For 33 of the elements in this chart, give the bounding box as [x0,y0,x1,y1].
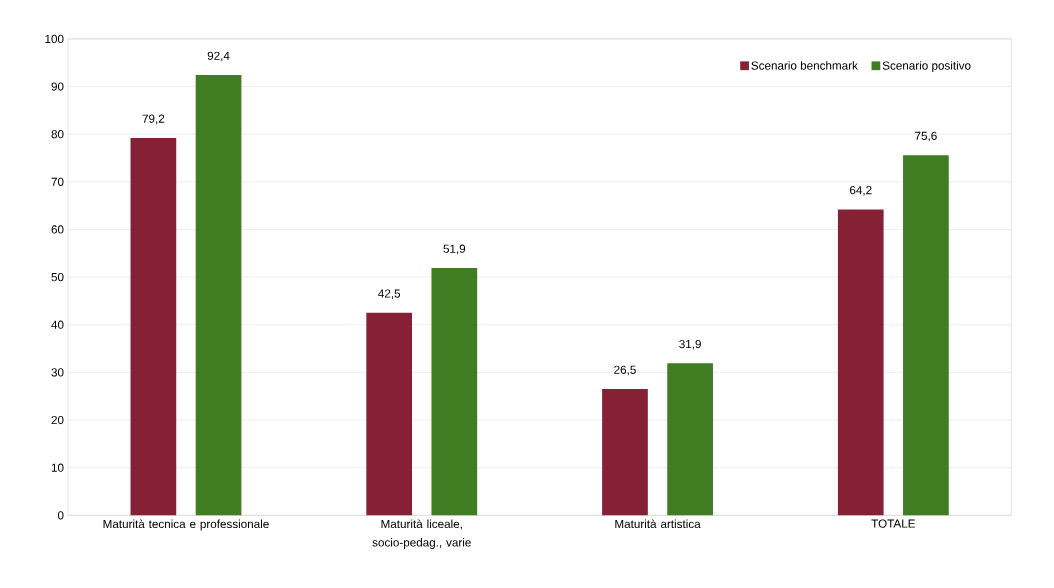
bar [431,267,478,516]
bar [903,155,949,516]
y-tick-label: 100 [45,34,64,43]
y-tick-label: 30 [51,368,64,377]
data-label: 75,6 [915,131,937,142]
y-tick-label: 50 [51,272,64,282]
data-label: 51,9 [443,244,466,255]
y-tick-label: 10 [51,463,64,472]
bar [837,209,884,516]
bar [366,312,413,516]
x-tick-label: TOTALE [871,519,915,528]
x-tick-label: Maturità liceale, socio-pedag., varie [372,519,471,549]
data-label: 79,2 [142,114,165,125]
data-label: 42,5 [378,289,401,299]
x-tick-label: Maturità artistica [615,519,701,528]
y-tick-label: 80 [51,129,64,139]
y-tick-label: 70 [51,177,64,186]
data-label: 26,5 [614,365,636,376]
x-tick-label: Maturità tecnica e professionale [103,519,269,531]
bar [195,74,242,516]
y-tick-label: 20 [51,415,64,425]
y-tick-label: 0 [57,511,64,520]
data-label: 31,9 [679,339,701,350]
data-label: 64,2 [849,185,872,196]
legend-label: Scenario benchmark [751,61,858,70]
bar [667,363,713,516]
bar [602,388,648,516]
legend-label: Scenario positivo [882,61,971,72]
y-tick-label: 60 [51,225,64,234]
bar [130,137,177,516]
y-tick-label: 40 [51,320,64,329]
data-label: 92,4 [207,51,230,62]
y-tick-label: 90 [51,82,64,91]
